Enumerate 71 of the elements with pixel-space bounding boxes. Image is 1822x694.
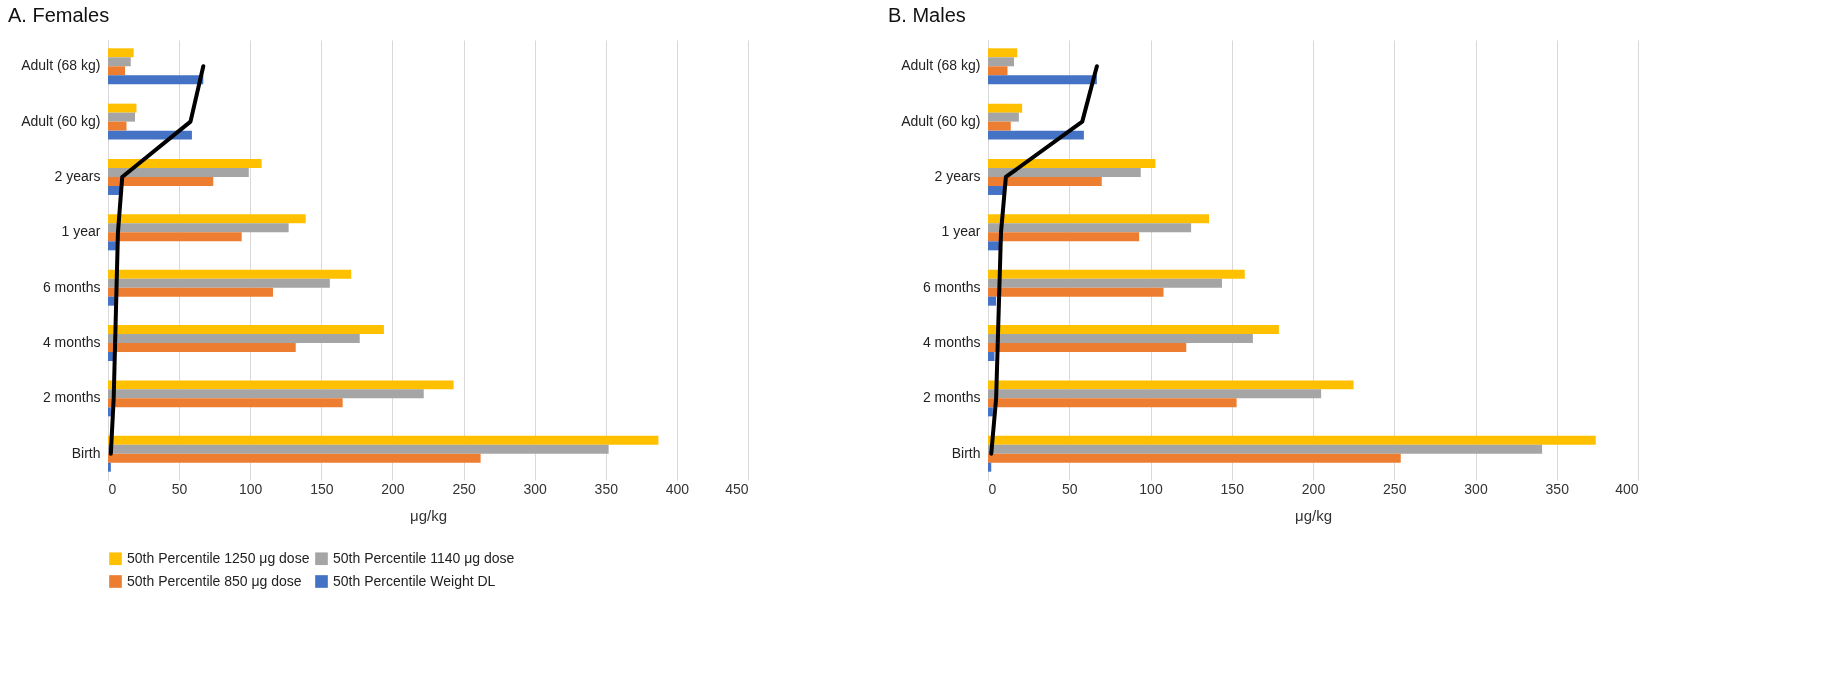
y-tick-label: Adult (60 kg) <box>21 112 101 129</box>
x-tick-label: 200 <box>381 480 405 497</box>
x-axis-title: μg/kg <box>1295 506 1332 524</box>
x-tick-label: 0 <box>988 480 997 497</box>
x-tick-label: 300 <box>1464 480 1488 497</box>
bar <box>108 176 214 186</box>
bar <box>108 389 424 399</box>
y-tick-label: 1 year <box>941 223 981 240</box>
bar <box>108 380 454 390</box>
x-tick-label: 50 <box>1061 480 1078 497</box>
y-tick-label: Birth <box>951 444 981 461</box>
bar <box>108 75 204 85</box>
x-tick-label: 100 <box>239 480 263 497</box>
bar <box>108 398 343 408</box>
x-tick-label: 50 <box>171 480 188 497</box>
bar <box>108 121 127 131</box>
x-tick-label: 350 <box>1545 480 1570 497</box>
bar <box>108 232 242 242</box>
chart-title: B. Males <box>888 4 966 26</box>
y-tick-label: Adult (68 kg) <box>901 57 981 74</box>
y-tick-label: 4 months <box>922 334 981 351</box>
y-tick-label: 2 months <box>922 389 981 406</box>
bar <box>108 66 126 76</box>
bar <box>108 453 481 463</box>
bar <box>108 57 131 67</box>
y-tick-label: 6 months <box>922 278 981 295</box>
bar <box>108 130 192 140</box>
bar <box>108 103 137 113</box>
bar <box>108 462 111 472</box>
bar <box>108 158 262 168</box>
legend-label: 50th Percentile 1140 μg dose <box>333 549 515 566</box>
x-tick-label: 200 <box>1301 480 1326 497</box>
bar <box>108 444 609 454</box>
x-tick-label: 150 <box>310 480 334 497</box>
legend-label: 50th Percentile Weight DL <box>333 572 496 589</box>
bar <box>108 112 136 122</box>
y-tick-label: Birth <box>71 444 101 461</box>
y-tick-label: 4 months <box>42 334 101 351</box>
bar <box>108 223 289 233</box>
bar <box>108 48 134 58</box>
x-tick-label: 300 <box>523 480 548 497</box>
x-tick-label: 450 <box>725 480 749 497</box>
chart-title: A. Females <box>8 4 110 26</box>
bar <box>108 334 360 344</box>
x-tick-label: 0 <box>108 480 117 497</box>
bar <box>108 407 111 417</box>
legend-label: 50th Percentile 850 μg dose <box>127 572 302 589</box>
y-tick-label: Adult (60 kg) <box>901 112 981 129</box>
x-tick-label: 150 <box>1220 480 1245 497</box>
x-tick-label: 400 <box>1615 480 1639 497</box>
x-tick-label: 250 <box>452 480 476 497</box>
y-tick-label: 2 months <box>42 389 101 406</box>
x-tick-label: 250 <box>1383 480 1407 497</box>
x-tick-label: 350 <box>594 480 619 497</box>
y-tick-label: 2 years <box>934 167 981 184</box>
x-axis-title: μg/kg <box>410 506 447 524</box>
bar <box>108 343 296 353</box>
bar <box>108 269 352 279</box>
x-tick-label: 100 <box>1139 480 1163 497</box>
bar <box>108 325 384 335</box>
bar <box>108 435 659 445</box>
bar <box>108 278 330 288</box>
legend-label: 50th Percentile 1250 μg dose <box>127 549 310 566</box>
y-tick-label: 6 months <box>42 278 101 295</box>
x-tick-label: 400 <box>665 480 690 497</box>
y-tick-label: Adult (68 kg) <box>21 57 101 74</box>
y-tick-label: 1 year <box>61 223 101 240</box>
bar <box>108 167 249 177</box>
bar <box>108 287 273 297</box>
y-tick-label: 2 years <box>54 167 101 184</box>
bar <box>108 214 306 224</box>
